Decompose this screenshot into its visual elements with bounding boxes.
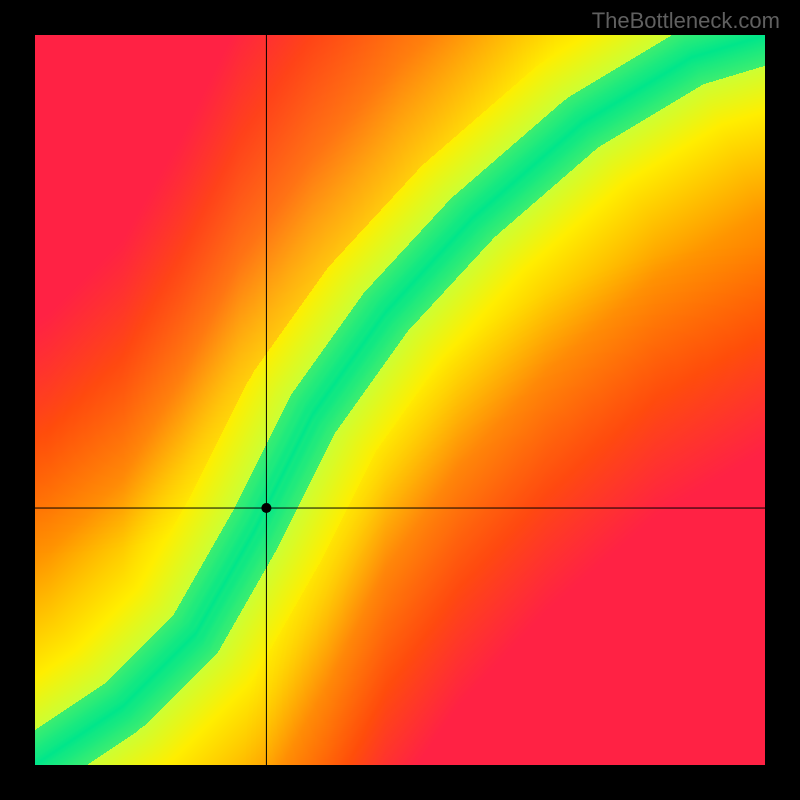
chart-container: TheBottleneck.com: [0, 0, 800, 800]
bottleneck-heatmap: [35, 35, 765, 765]
watermark-text: TheBottleneck.com: [592, 8, 780, 34]
